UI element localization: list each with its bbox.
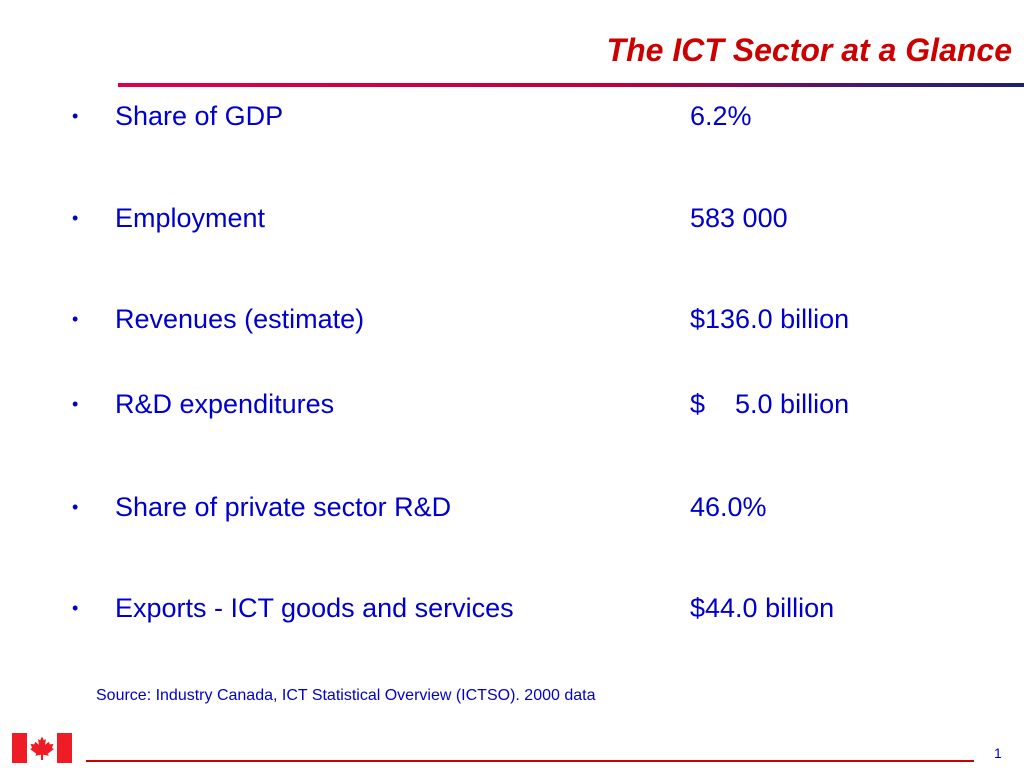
source-note: Source: Industry Canada, ICT Statistical…: [96, 687, 596, 704]
bullet-item-rd-expenditures: • R&D expenditures $ 5.0 billion: [0, 384, 1024, 424]
flag-right-bar: [57, 733, 72, 763]
bullet-item-exports: • Exports - ICT goods and services $44.0…: [0, 588, 1024, 628]
bullet-label: Revenues (estimate): [115, 304, 365, 334]
flag-left-bar: [12, 733, 27, 763]
maple-leaf-shape: [30, 736, 54, 760]
bullet-dot: •: [72, 497, 79, 517]
bullet-value: 46.0%: [690, 492, 767, 522]
bullet-value: $ 5.0 billion: [690, 389, 850, 419]
canada-flag-icon: [12, 733, 72, 763]
bullet-item-share-of-gdp: • Share of GDP 6.2%: [0, 96, 1024, 136]
bullet-list: • Share of GDP 6.2% • Employment 583 000…: [0, 96, 1024, 628]
bullet-value: 6.2%: [690, 101, 752, 131]
bullet-label: Share of private sector R&D: [115, 492, 452, 522]
bullet-dot: •: [72, 208, 79, 228]
bullet-dot: •: [72, 598, 79, 618]
bullet-value: 583 000: [690, 203, 788, 233]
page-number: 1: [994, 745, 1002, 761]
bullet-dot: •: [72, 394, 79, 414]
bullet-label: Employment: [115, 203, 266, 233]
title-divider: [118, 83, 1024, 87]
bullet-item-private-sector-rd: • Share of private sector R&D 46.0%: [0, 487, 1024, 527]
bullet-dot: •: [72, 106, 79, 126]
bullet-item-revenues: • Revenues (estimate) $136.0 billion: [0, 299, 1024, 339]
bullet-dot: •: [72, 309, 79, 329]
maple-leaf-icon: [27, 733, 57, 763]
bullet-label: R&D expenditures: [115, 389, 335, 419]
bullet-value: $136.0 billion: [690, 304, 850, 334]
slide-title: The ICT Sector at a Glance: [606, 32, 1012, 68]
bullet-value: $44.0 billion: [690, 593, 835, 623]
bullet-label: Share of GDP: [115, 101, 284, 131]
bullet-label: Exports - ICT goods and services: [115, 593, 514, 623]
bullet-item-employment: • Employment 583 000: [0, 198, 1024, 238]
footer-divider: [86, 760, 974, 762]
